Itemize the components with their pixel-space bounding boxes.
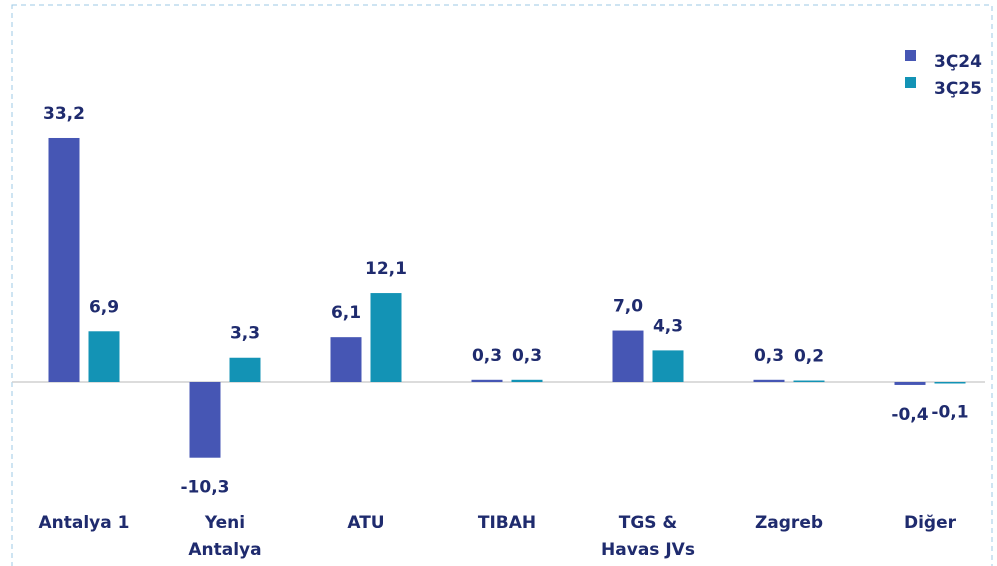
frame bbox=[11, 4, 993, 566]
x-tick-label: TIBAH bbox=[477, 513, 537, 533]
bar bbox=[48, 137, 80, 382]
bar bbox=[229, 357, 261, 382]
bar bbox=[511, 379, 543, 382]
legend-swatch bbox=[905, 77, 916, 88]
data-label: -10,3 bbox=[181, 478, 230, 498]
x-tick-label: Diğer bbox=[903, 513, 957, 533]
data-label: -0,1 bbox=[931, 403, 968, 423]
data-label: -0,4 bbox=[891, 405, 928, 425]
data-label: 6,9 bbox=[89, 297, 119, 317]
bar bbox=[894, 382, 926, 385]
data-label: 3,3 bbox=[230, 324, 260, 344]
data-label: 33,2 bbox=[43, 104, 85, 124]
x-tick-label: Antalya 1 bbox=[38, 513, 130, 533]
bar bbox=[330, 337, 362, 382]
bar bbox=[934, 382, 966, 384]
bar bbox=[652, 350, 684, 382]
data-label: 0,3 bbox=[512, 346, 542, 366]
legend-label: 3Ç25 bbox=[934, 79, 982, 99]
legend-label: 3Ç24 bbox=[934, 52, 982, 72]
data-label: 0,3 bbox=[754, 346, 784, 366]
bar bbox=[88, 331, 120, 382]
bar bbox=[471, 379, 503, 382]
x-tick-label: ATU bbox=[347, 513, 385, 533]
data-label: 0,3 bbox=[472, 346, 502, 366]
bar bbox=[370, 293, 402, 382]
bar bbox=[753, 379, 785, 382]
data-label: 4,3 bbox=[653, 316, 683, 336]
bar bbox=[189, 382, 221, 458]
x-tick-label: Zagreb bbox=[754, 513, 824, 533]
data-label: 7,0 bbox=[613, 297, 643, 317]
legend-swatch bbox=[905, 50, 916, 61]
data-label: 12,1 bbox=[365, 259, 407, 279]
bar bbox=[793, 380, 825, 383]
x-tick-label: Yeni Antalya bbox=[188, 513, 262, 560]
bar bbox=[612, 330, 644, 382]
x-tick-label: TGS & Havas JVs bbox=[601, 513, 695, 560]
data-label: 6,1 bbox=[331, 303, 361, 323]
data-label: 0,2 bbox=[794, 347, 824, 367]
